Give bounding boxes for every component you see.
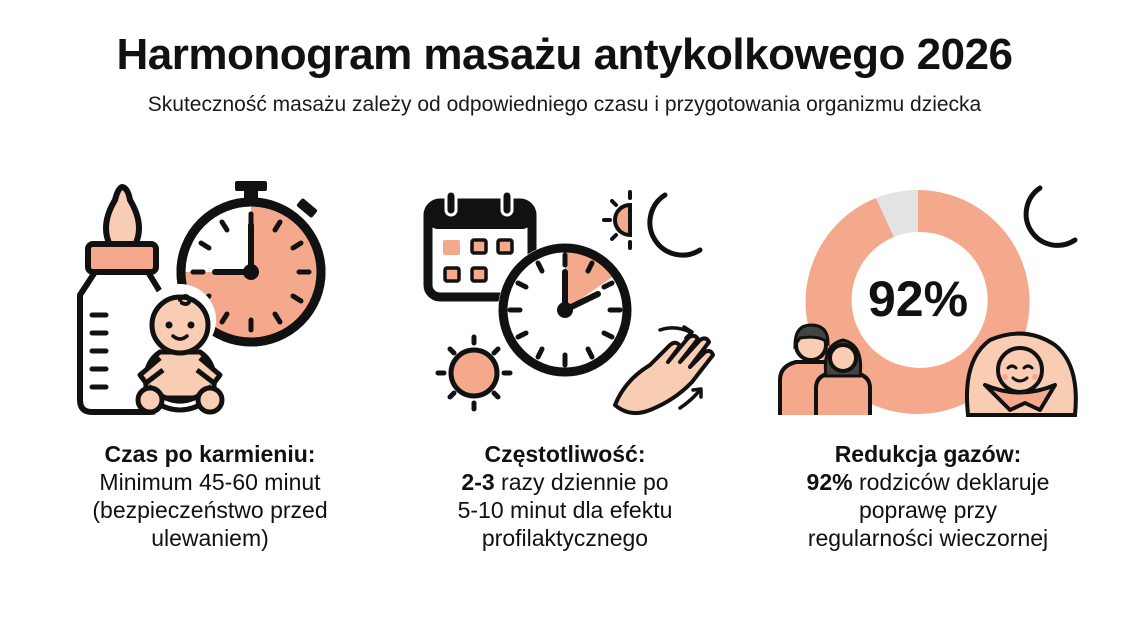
caption-line: razy dziennie po [494, 469, 669, 495]
massaging-hands-icon [613, 325, 715, 416]
calendar-icon [423, 189, 537, 302]
caption-line: regularności wieczornej [807, 525, 1049, 551]
caption-feeding-time: Czas po karmieniu: Minimum 45-60 minut (… [40, 440, 380, 552]
moon-icon [1023, 185, 1078, 248]
caption-heading: Czas po karmieniu: [104, 441, 316, 467]
baby-icon [132, 284, 228, 420]
donut-percentage-label: 92% [867, 271, 969, 327]
feeding-time-illustration [77, 181, 326, 420]
caption-line: profilaktycznego [481, 525, 649, 551]
caption-frequency: Częstotliwość: 2-3 razy dziennie po 5-10… [395, 440, 735, 552]
clock-icon [498, 243, 632, 377]
frequency-illustration [423, 189, 715, 416]
caption-heading: Redukcja gazów: [834, 441, 1022, 467]
donut-segment-remainder [876, 189, 918, 237]
caption-heading: Częstotliwość: [484, 441, 646, 467]
stopwatch-icon [176, 181, 326, 347]
caption-highlight: 2-3 [461, 469, 495, 495]
caption-line: 5-10 minut dla efektu [457, 497, 673, 523]
caption-line: (bezpieczeństwo przed [92, 497, 328, 523]
caption-line: ulewaniem) [151, 525, 269, 551]
caption-line: poprawę przy [858, 497, 998, 523]
caption-highlight: 92% [806, 469, 853, 495]
caption-line: rodziców deklaruje [852, 469, 1050, 495]
page-title: Harmonogram masażu antykolkowego 2026 [116, 30, 1013, 79]
caption-line: Minimum 45-60 minut [99, 469, 321, 495]
gas-reduction-illustration [778, 185, 1078, 417]
caption-gas-reduction: Redukcja gazów: 92% rodziców deklaruje p… [758, 440, 1098, 552]
parents-icon [778, 323, 872, 415]
sun-moon-icon [602, 190, 703, 258]
page-subtitle: Skuteczność masażu zależy od odpowiednie… [147, 93, 982, 116]
swaddled-baby-icon [964, 331, 1078, 417]
sun-icon [435, 334, 513, 412]
